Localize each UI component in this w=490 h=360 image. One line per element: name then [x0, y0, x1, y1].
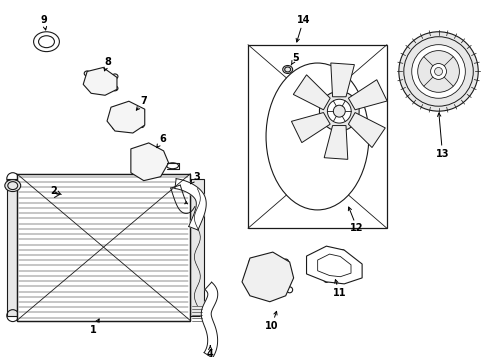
- Text: 7: 7: [141, 96, 147, 106]
- Ellipse shape: [84, 71, 90, 76]
- Bar: [7, 179, 19, 316]
- Polygon shape: [175, 179, 206, 230]
- Polygon shape: [201, 282, 218, 358]
- Ellipse shape: [435, 67, 442, 76]
- Polygon shape: [348, 113, 385, 148]
- Bar: [248, 45, 387, 228]
- Polygon shape: [292, 113, 330, 143]
- Polygon shape: [331, 63, 354, 97]
- Ellipse shape: [431, 63, 446, 80]
- Text: 12: 12: [350, 223, 364, 233]
- Polygon shape: [131, 143, 169, 181]
- Ellipse shape: [267, 274, 279, 286]
- Bar: [17, 174, 191, 321]
- Polygon shape: [107, 101, 145, 133]
- Ellipse shape: [399, 32, 478, 111]
- Polygon shape: [318, 254, 351, 277]
- Polygon shape: [242, 252, 294, 302]
- Polygon shape: [307, 246, 362, 284]
- Polygon shape: [294, 75, 330, 110]
- Ellipse shape: [319, 91, 359, 131]
- Ellipse shape: [5, 180, 21, 192]
- Ellipse shape: [112, 74, 118, 79]
- Text: 13: 13: [436, 149, 449, 159]
- Text: 6: 6: [159, 134, 166, 144]
- Text: 11: 11: [333, 288, 346, 298]
- Bar: [191, 179, 204, 316]
- Text: 9: 9: [40, 15, 47, 25]
- Ellipse shape: [327, 99, 351, 123]
- Polygon shape: [324, 126, 348, 159]
- Text: 10: 10: [265, 320, 278, 330]
- Ellipse shape: [266, 63, 369, 210]
- Polygon shape: [348, 80, 387, 110]
- Ellipse shape: [333, 105, 345, 117]
- Polygon shape: [83, 67, 117, 95]
- Ellipse shape: [112, 86, 118, 91]
- Ellipse shape: [404, 37, 473, 106]
- Ellipse shape: [412, 45, 465, 98]
- Text: 3: 3: [193, 172, 200, 182]
- Text: 8: 8: [104, 57, 111, 67]
- Text: 2: 2: [50, 185, 57, 195]
- Ellipse shape: [283, 66, 293, 73]
- Text: 5: 5: [292, 53, 299, 63]
- Bar: [17, 174, 191, 321]
- Text: 4: 4: [207, 349, 214, 359]
- Text: 14: 14: [297, 15, 310, 25]
- Text: 1: 1: [90, 324, 97, 334]
- Ellipse shape: [417, 51, 460, 92]
- Ellipse shape: [261, 268, 285, 292]
